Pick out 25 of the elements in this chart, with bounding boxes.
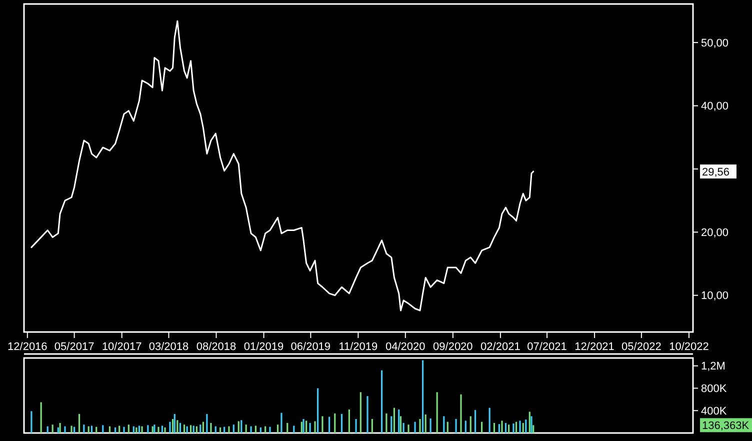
y-tick-label: 1,2M — [701, 360, 726, 373]
x-tick-label: 11/2019 — [338, 341, 378, 353]
x-tick-label: 12/2016 — [8, 341, 48, 353]
x-tick-label: 12/2021 — [574, 341, 614, 353]
x-tick-label: 05/2022 — [622, 341, 662, 353]
x-tick-label: 03/2018 — [148, 341, 189, 353]
x-tick-label: 07/2021 — [527, 341, 567, 353]
x-tick-label: 02/2021 — [480, 341, 520, 353]
x-tick-label: 06/2019 — [290, 341, 331, 353]
x-tick-label: 05/2017 — [54, 341, 94, 353]
y-tick-label: 10,00 — [701, 290, 729, 302]
text: 136,363K — [702, 420, 750, 432]
x-tick-label: 10/2022 — [669, 341, 709, 353]
y-tick-label: 800K — [701, 383, 728, 396]
y-tick-label: 400K — [701, 405, 728, 418]
x-tick-label: 09/2020 — [433, 341, 473, 353]
x-tick-label: 08/2018 — [196, 341, 236, 353]
line-series — [30, 20, 534, 312]
y-tick-label: 40,00 — [701, 100, 729, 113]
x-tick-label: 01/2019 — [244, 341, 284, 353]
x-tick-label: 10/2017 — [102, 341, 142, 353]
text: 29,56 — [702, 166, 730, 178]
y-tick-label: 50,00 — [701, 37, 729, 50]
y-tick-label: 20,00 — [701, 226, 729, 239]
x-tick-label: 04/2020 — [386, 341, 426, 353]
